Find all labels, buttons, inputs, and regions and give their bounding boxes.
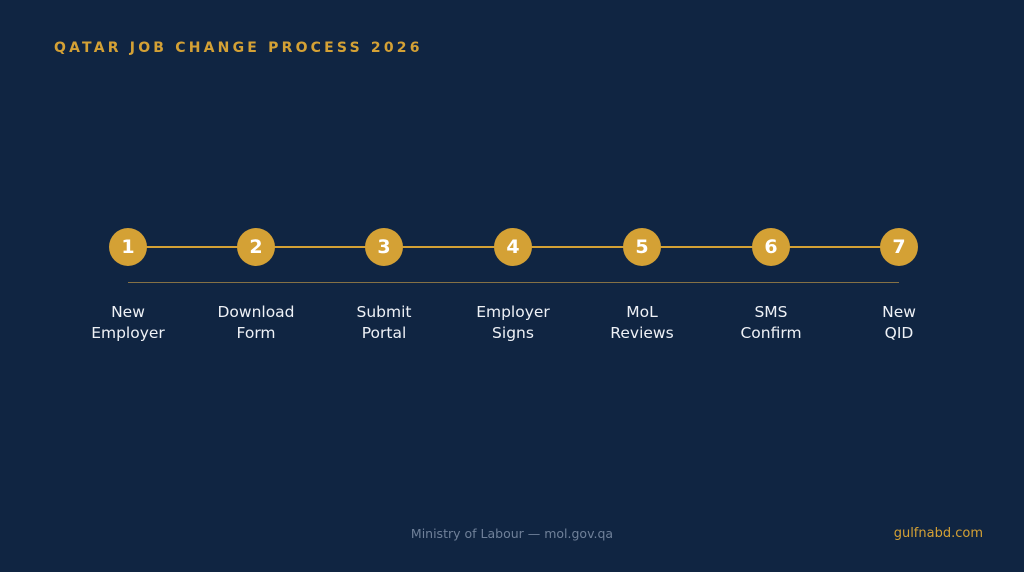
source-credit: Ministry of Labour — mol.gov.qa bbox=[410, 526, 614, 541]
step-number-badge: 4 bbox=[494, 228, 532, 266]
step-2: 2 Download Form bbox=[196, 228, 316, 344]
step-label: New Employer bbox=[91, 302, 165, 344]
step-1: 1 New Employer bbox=[68, 228, 188, 344]
step-number-badge: 1 bbox=[109, 228, 147, 266]
step-label-line: Download bbox=[217, 303, 295, 321]
step-label-line: Reviews bbox=[610, 324, 674, 342]
step-label: MoL Reviews bbox=[610, 302, 673, 344]
step-label: Employer Signs bbox=[476, 302, 550, 344]
step-label: Download Form bbox=[217, 302, 294, 344]
step-number-badge: 3 bbox=[365, 228, 403, 266]
step-label-line: Portal bbox=[361, 324, 407, 342]
step-number-badge: 2 bbox=[237, 228, 275, 266]
page-title: QATAR JOB CHANGE PROCESS 2026 bbox=[54, 40, 423, 56]
step-label-line: Signs bbox=[492, 324, 534, 342]
step-5: 5 MoL Reviews bbox=[582, 228, 702, 344]
step-label-line: SMS bbox=[754, 303, 788, 321]
step-number-badge: 6 bbox=[752, 228, 790, 266]
step-3: 3 Submit Portal bbox=[324, 228, 444, 344]
step-label: SMS Confirm bbox=[740, 302, 801, 344]
step-7: 7 New QID bbox=[839, 228, 959, 344]
step-label-line: New bbox=[111, 303, 145, 321]
step-label-line: Form bbox=[236, 324, 276, 342]
step-number-badge: 7 bbox=[880, 228, 918, 266]
step-label-line: MoL bbox=[626, 303, 658, 321]
site-watermark: gulfnabd.com bbox=[893, 526, 983, 541]
step-label-line: Submit bbox=[356, 303, 412, 321]
step-label: New QID bbox=[882, 302, 916, 344]
step-number-badge: 5 bbox=[623, 228, 661, 266]
step-label-line: QID bbox=[884, 324, 914, 342]
step-label-line: Employer bbox=[91, 324, 165, 342]
step-4: 4 Employer Signs bbox=[453, 228, 573, 344]
step-label: Submit Portal bbox=[357, 302, 412, 344]
step-label-line: Employer bbox=[476, 303, 550, 321]
timeline-divider bbox=[128, 282, 899, 283]
step-6: 6 SMS Confirm bbox=[711, 228, 831, 344]
step-label-line: New bbox=[882, 303, 916, 321]
step-label-line: Confirm bbox=[740, 324, 802, 342]
